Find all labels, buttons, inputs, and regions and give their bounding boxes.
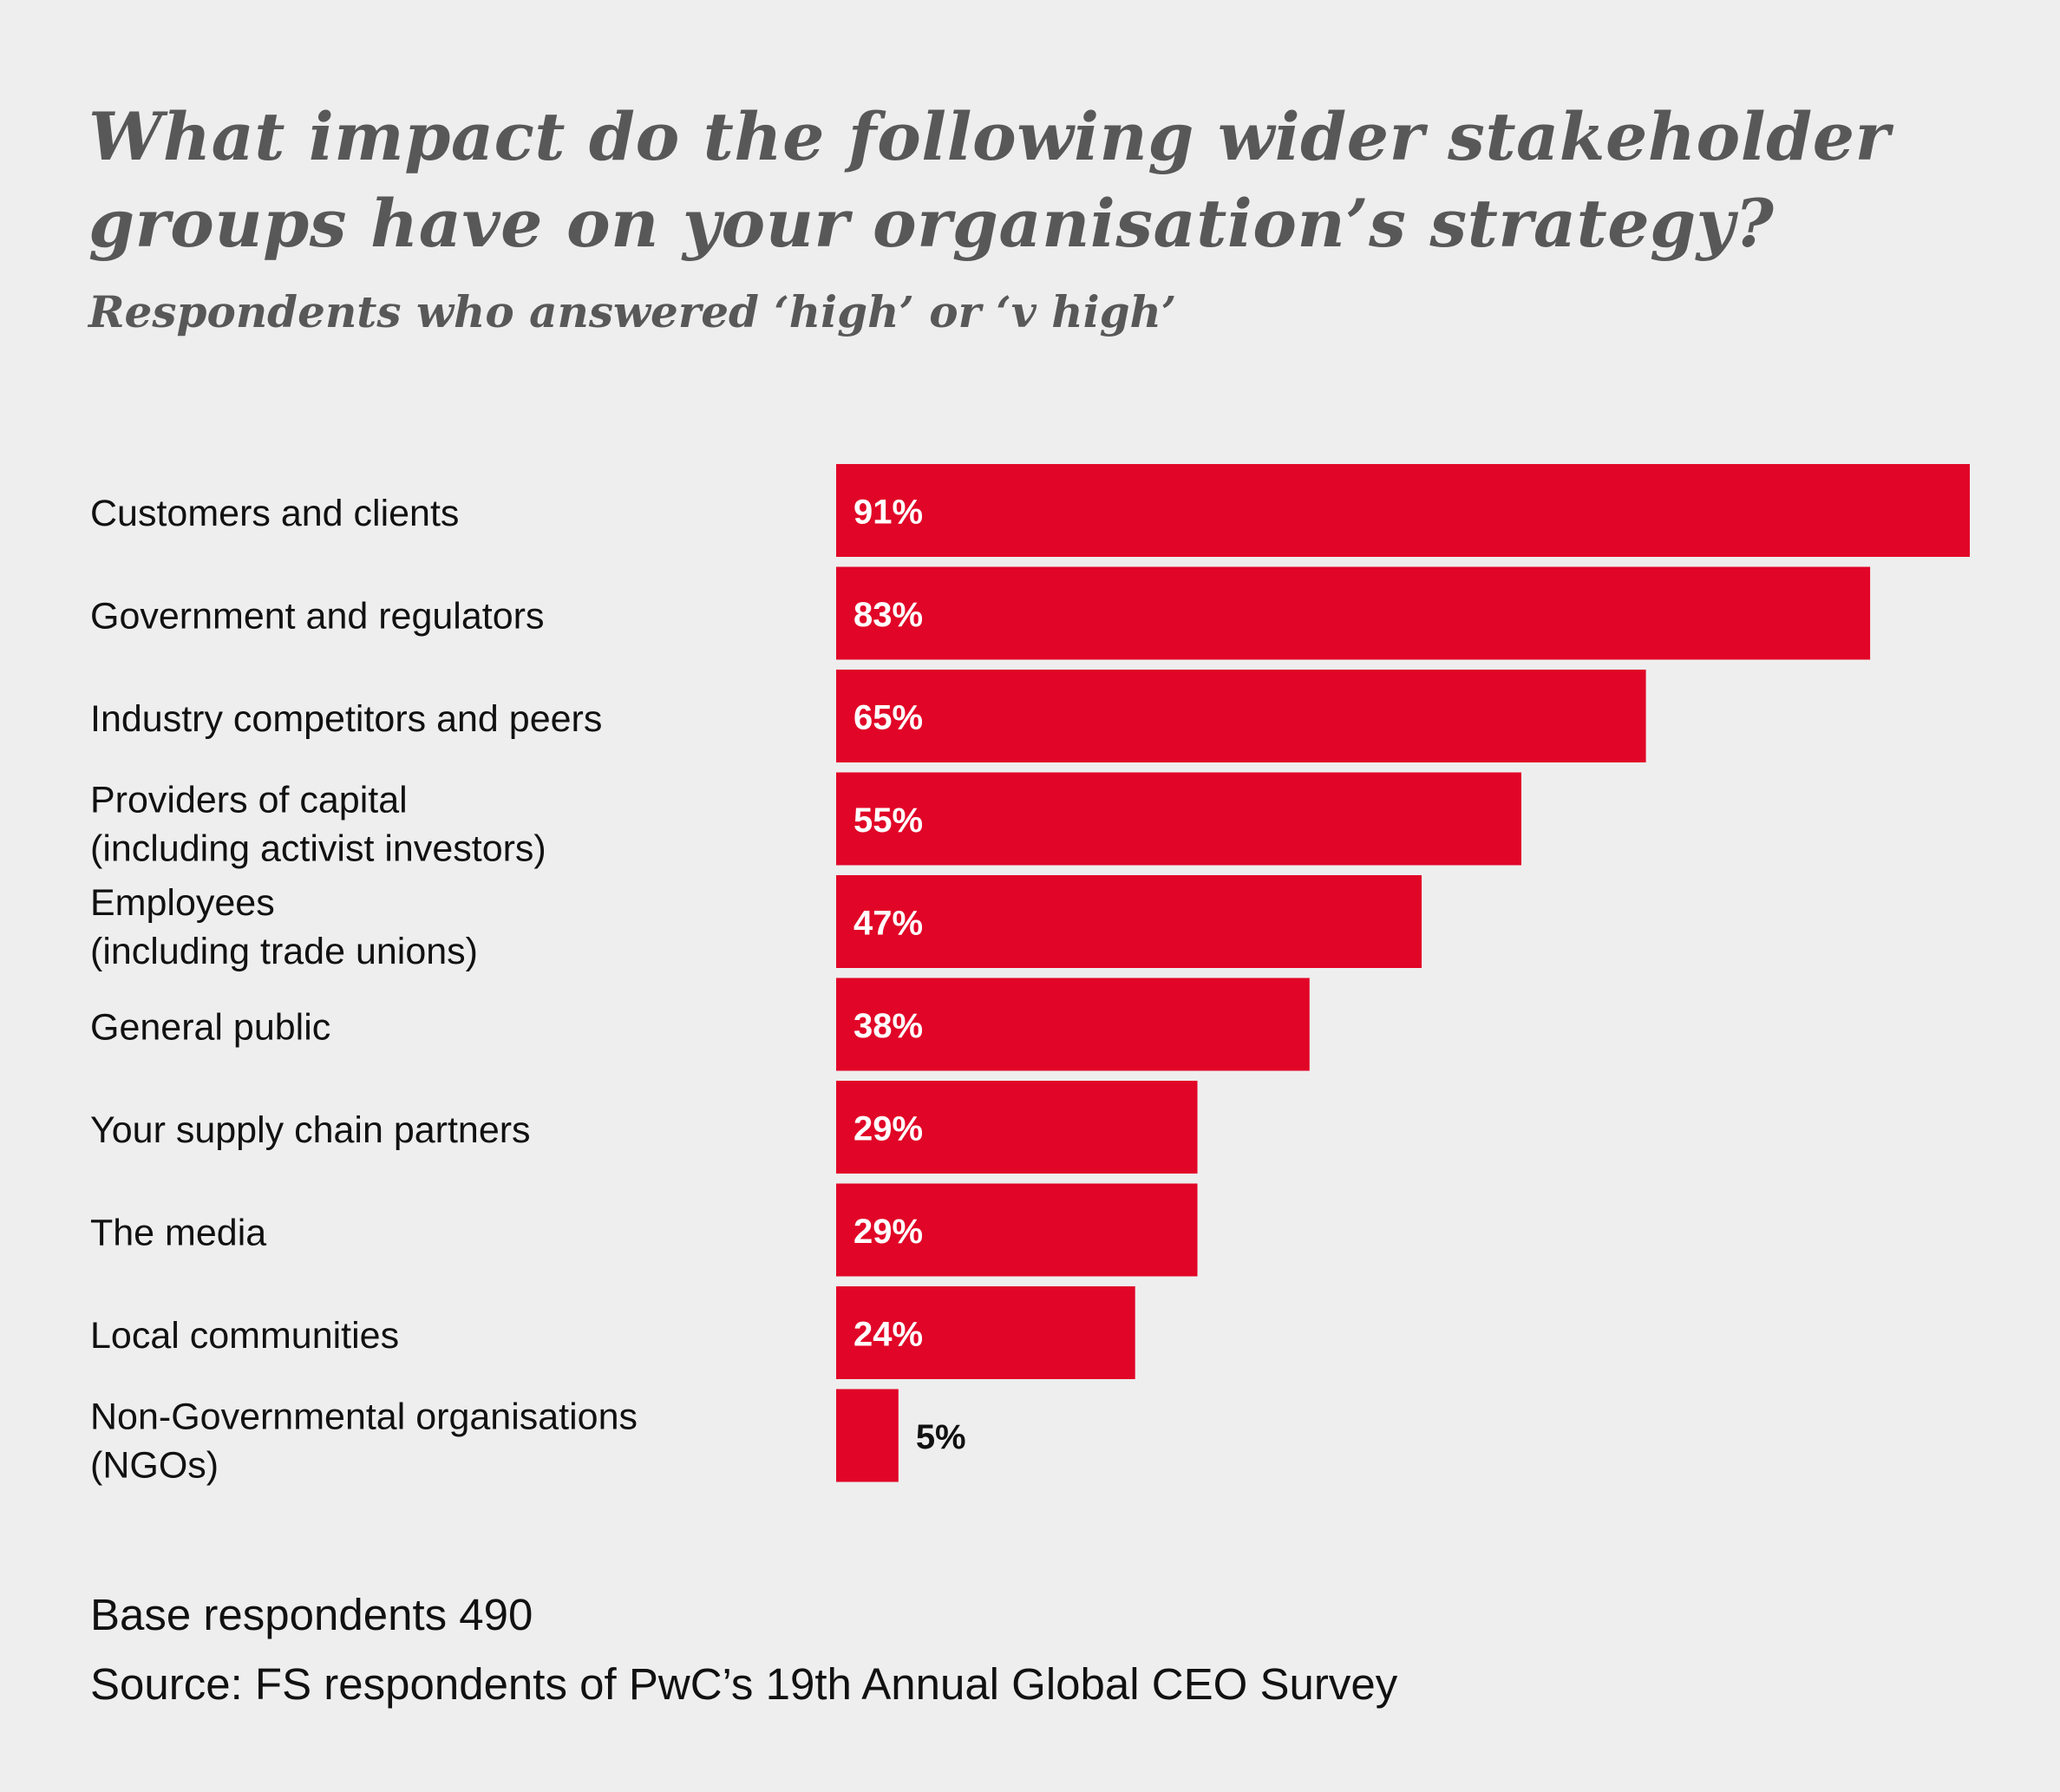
bar-row: 29% The media — [90, 1183, 1198, 1277]
bar-row: 5% Non-Governmental organisations (NGOs) — [90, 1389, 966, 1487]
category-label-line: Industry competitors and peers — [90, 698, 602, 740]
value-label: 47% — [853, 905, 923, 943]
bar — [836, 566, 1871, 660]
bar — [836, 464, 1970, 557]
value-label: 29% — [853, 1110, 923, 1148]
chart-subtitle: Respondents who answered ‘high’ or ‘v hi… — [88, 286, 1177, 337]
category-label-line: Employees — [90, 882, 275, 924]
bar-row: 24% Local communities — [90, 1286, 1135, 1379]
bar — [836, 1389, 899, 1482]
category-label: Non-Governmental organisations (NGOs) — [90, 1396, 638, 1487]
value-label: 55% — [853, 801, 923, 840]
source-note: Source: FS respondents of PwC’s 19th Ann… — [90, 1659, 1398, 1709]
category-label: Local communities — [90, 1315, 399, 1357]
category-label-line: (including activist investors) — [90, 828, 546, 870]
value-label: 29% — [853, 1213, 923, 1251]
category-label-line: Government and regulators — [90, 596, 544, 638]
bar — [836, 1286, 1135, 1379]
bar — [836, 1081, 1198, 1174]
bar-row: 55% Providers of capital (including activi… — [90, 772, 1521, 870]
category-label-line: The media — [90, 1213, 266, 1254]
category-label: Employees (including trade unions) — [90, 882, 478, 972]
category-label-line: Customers and clients — [90, 493, 459, 534]
category-label-line: Local communities — [90, 1315, 399, 1357]
category-label: Industry competitors and peers — [90, 698, 602, 740]
bar-row: 29% Your supply chain partners — [90, 1081, 1198, 1174]
bar-row: 83% Government and regulators — [90, 566, 1871, 660]
bar-row: 65% Industry competitors and peers — [90, 670, 1646, 762]
bar — [836, 670, 1646, 762]
category-label: General public — [90, 1007, 330, 1049]
value-label: 24% — [853, 1316, 923, 1354]
category-label-line: Providers of capital — [90, 780, 408, 821]
category-label-line: (including trade unions) — [90, 931, 478, 972]
bar — [836, 1183, 1198, 1277]
category-label-line: General public — [90, 1007, 330, 1049]
category-label: Customers and clients — [90, 493, 459, 534]
value-label: 65% — [853, 699, 923, 737]
category-label-line: (NGOs) — [90, 1445, 219, 1487]
bar — [836, 978, 1310, 1071]
category-label: Government and regulators — [90, 596, 544, 638]
bar — [836, 772, 1521, 866]
category-label: Your supply chain partners — [90, 1109, 531, 1151]
category-label-line: Your supply chain partners — [90, 1109, 531, 1151]
value-label: 38% — [853, 1007, 923, 1045]
category-label: Providers of capital (including activist … — [90, 780, 546, 870]
bar-row: 47% Employees (including trade unions) — [90, 875, 1422, 972]
category-label-line: Non-Governmental organisations — [90, 1396, 638, 1438]
value-label: 91% — [853, 494, 923, 532]
chart-title: What impact do the following wider stake… — [88, 98, 1891, 262]
base-respondents-note: Base respondents 490 — [90, 1590, 533, 1639]
category-label: The media — [90, 1213, 266, 1254]
bar-row: 91% Customers and clients — [90, 464, 1970, 557]
value-label: 83% — [853, 596, 923, 634]
bar-row: 38% General public — [90, 978, 1310, 1071]
value-label: 5% — [916, 1418, 966, 1456]
bar — [836, 875, 1422, 968]
